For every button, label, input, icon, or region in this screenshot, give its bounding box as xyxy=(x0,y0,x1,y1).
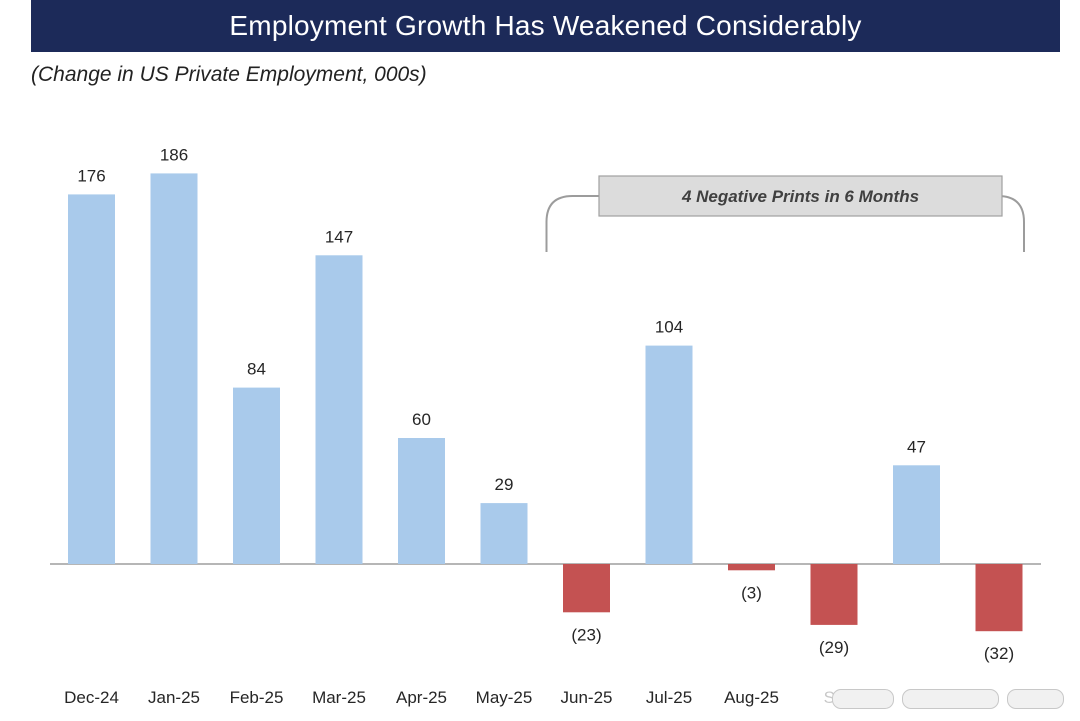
data-label: 104 xyxy=(655,318,683,337)
chart-title: Employment Growth Has Weakened Considera… xyxy=(31,0,1060,52)
data-label: (29) xyxy=(819,638,849,657)
bar-apr-25 xyxy=(398,438,445,564)
x-tick-label: May-25 xyxy=(476,688,533,707)
bar-dec-24 xyxy=(68,194,115,564)
x-tick-label: Dec-24 xyxy=(64,688,119,707)
x-tick-label: Feb-25 xyxy=(230,688,284,707)
data-label: (32) xyxy=(984,644,1014,663)
bar-may-25 xyxy=(480,503,528,564)
bar-aug-25 xyxy=(728,564,775,571)
annotation-text: 4 Negative Prints in 6 Months xyxy=(681,187,919,206)
chart-subtitle: (Change in US Private Employment, 000s) xyxy=(31,63,427,86)
x-tick-label: Jun-25 xyxy=(561,688,613,707)
x-tick-label: Apr-25 xyxy=(396,688,447,707)
data-label: 147 xyxy=(325,227,353,246)
bar-feb-25 xyxy=(233,387,280,564)
bar-jun-25 xyxy=(563,564,610,613)
data-label: 29 xyxy=(495,475,514,494)
data-label: 186 xyxy=(160,145,188,164)
watermark-overlay xyxy=(822,682,1072,714)
x-tick-label: Jul-25 xyxy=(646,688,692,707)
x-tick-label: Jan-25 xyxy=(148,688,200,707)
bar-sep-25 xyxy=(810,564,858,625)
data-label: 47 xyxy=(907,437,926,456)
data-label: 176 xyxy=(77,166,105,185)
data-label: (3) xyxy=(741,583,762,602)
bar-jul-25 xyxy=(645,345,693,564)
watermark-blob xyxy=(902,689,999,709)
data-label: 60 xyxy=(412,410,431,429)
bar-jan-25 xyxy=(150,173,198,564)
x-tick-label: Aug-25 xyxy=(724,688,779,707)
data-label: (23) xyxy=(571,625,601,644)
annotation-callout-box xyxy=(598,175,1003,217)
watermark-blob xyxy=(1007,689,1064,709)
data-label: 84 xyxy=(247,360,266,379)
annotation-bracket-left xyxy=(545,195,599,252)
bar-oct-25 xyxy=(893,465,940,564)
watermark-blob xyxy=(832,689,894,709)
x-tick-label: Mar-25 xyxy=(312,688,366,707)
bar-nov-25 xyxy=(975,564,1023,632)
bar-mar-25 xyxy=(315,255,363,565)
